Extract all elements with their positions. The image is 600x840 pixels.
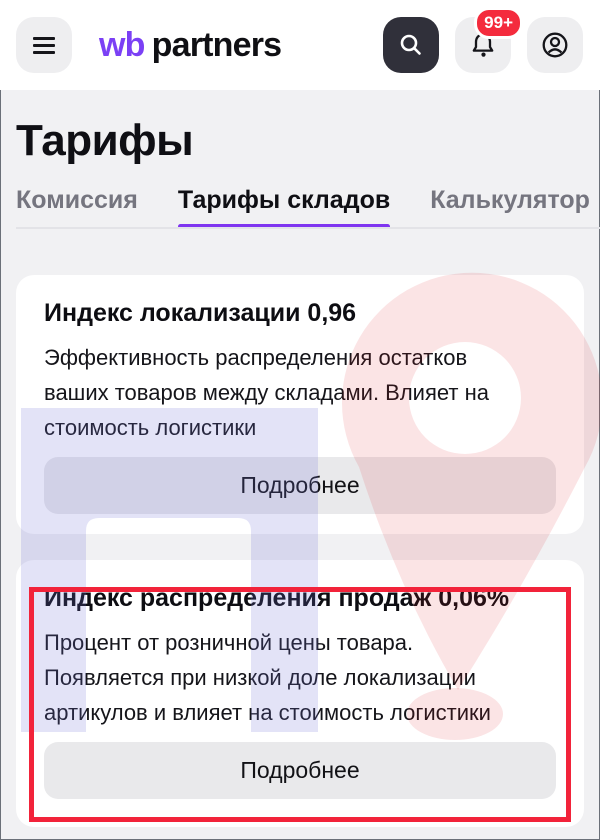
tab-warehouse-tariffs[interactable]: Тарифы складов	[177, 186, 391, 227]
main-content: Тарифы Комиссия Тарифы складов Калькулят…	[0, 116, 600, 827]
menu-button[interactable]	[16, 17, 72, 73]
notifications-badge: 99+	[474, 7, 523, 39]
tab-bar: Комиссия Тарифы складов Калькулятор	[16, 186, 600, 229]
details-button[interactable]: Подробнее	[44, 742, 556, 799]
app-header: wb partners 99+	[0, 0, 600, 90]
logo-partners: partners	[151, 25, 282, 64]
logo: wb partners	[99, 25, 282, 65]
card-description: Эффективность распределения остатков ваш…	[44, 345, 489, 440]
search-button[interactable]	[383, 17, 439, 73]
hamburger-icon	[33, 36, 55, 54]
sales-distribution-index-card: Индекс распределения продаж 0,06% Процен…	[16, 560, 584, 827]
tab-calculator[interactable]: Калькулятор	[430, 186, 590, 214]
localization-index-card: Индекс локализации 0,96 Эффективность ра…	[16, 275, 584, 534]
card-title: Индекс локализации 0,96	[44, 299, 357, 327]
details-button[interactable]: Подробнее	[44, 457, 556, 514]
tab-commission[interactable]: Комиссия	[16, 186, 138, 214]
search-icon	[400, 34, 421, 55]
notifications-button[interactable]: 99+	[455, 7, 523, 73]
account-button[interactable]	[527, 17, 583, 73]
card-description: Процент от розничной цены товара. Появля…	[44, 630, 491, 725]
logo-wb: wb	[99, 25, 145, 64]
card-title: Индекс распределения продаж 0,06%	[44, 584, 510, 612]
account-icon	[542, 32, 568, 58]
page-title: Тарифы	[16, 116, 194, 165]
